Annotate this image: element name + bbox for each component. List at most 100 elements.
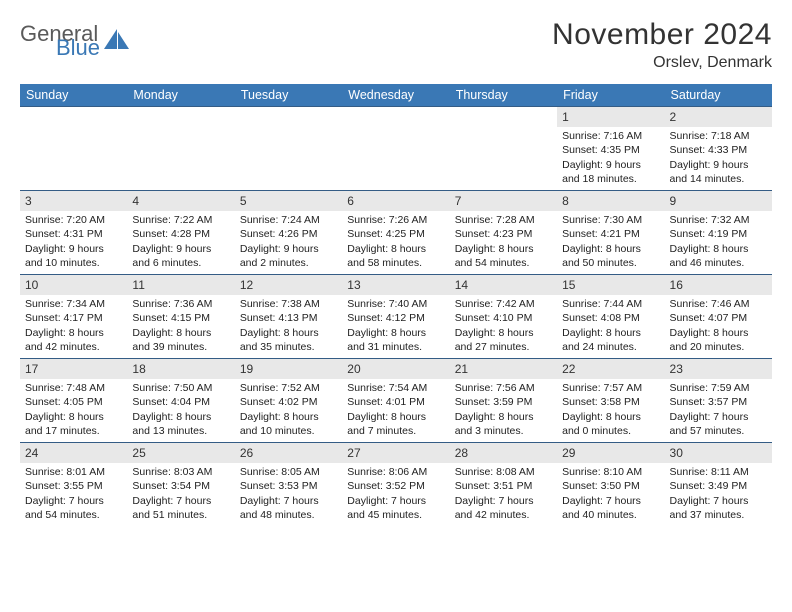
sunset-line: Sunset: 4:21 PM [562, 227, 659, 241]
day-content: Sunrise: 7:34 AMSunset: 4:17 PMDaylight:… [20, 295, 127, 358]
sunrise-line: Sunrise: 7:59 AM [670, 381, 767, 395]
calendar-cell: 12Sunrise: 7:38 AMSunset: 4:13 PMDayligh… [235, 275, 342, 359]
day-content: Sunrise: 8:03 AMSunset: 3:54 PMDaylight:… [127, 463, 234, 526]
sunrise-line: Sunrise: 8:10 AM [562, 465, 659, 479]
calendar-cell: 8Sunrise: 7:30 AMSunset: 4:21 PMDaylight… [557, 191, 664, 275]
sunset-line: Sunset: 4:05 PM [25, 395, 122, 409]
calendar-cell: 27Sunrise: 8:06 AMSunset: 3:52 PMDayligh… [342, 443, 449, 527]
day-number: 17 [20, 359, 127, 379]
daylight-line: Daylight: 7 hours and 42 minutes. [455, 494, 552, 522]
day-number: 11 [127, 275, 234, 295]
daylight-line: Daylight: 8 hours and 10 minutes. [240, 410, 337, 438]
day-content: Sunrise: 8:10 AMSunset: 3:50 PMDaylight:… [557, 463, 664, 526]
day-number: 7 [450, 191, 557, 211]
day-header: Wednesday [342, 84, 449, 107]
calendar-cell [450, 107, 557, 191]
day-number: 29 [557, 443, 664, 463]
calendar-week-row: 24Sunrise: 8:01 AMSunset: 3:55 PMDayligh… [20, 443, 772, 527]
calendar-cell: 15Sunrise: 7:44 AMSunset: 4:08 PMDayligh… [557, 275, 664, 359]
day-content: Sunrise: 7:50 AMSunset: 4:04 PMDaylight:… [127, 379, 234, 442]
daylight-line: Daylight: 9 hours and 10 minutes. [25, 242, 122, 270]
day-number: 25 [127, 443, 234, 463]
sunrise-line: Sunrise: 7:56 AM [455, 381, 552, 395]
daylight-line: Daylight: 8 hours and 42 minutes. [25, 326, 122, 354]
sunrise-line: Sunrise: 7:16 AM [562, 129, 659, 143]
day-content: Sunrise: 7:28 AMSunset: 4:23 PMDaylight:… [450, 211, 557, 274]
daylight-line: Daylight: 8 hours and 31 minutes. [347, 326, 444, 354]
daylight-line: Daylight: 9 hours and 2 minutes. [240, 242, 337, 270]
day-number: 9 [665, 191, 772, 211]
day-number: 24 [20, 443, 127, 463]
sunset-line: Sunset: 4:31 PM [25, 227, 122, 241]
sunrise-line: Sunrise: 7:42 AM [455, 297, 552, 311]
sunrise-line: Sunrise: 8:01 AM [25, 465, 122, 479]
day-header-row: SundayMondayTuesdayWednesdayThursdayFrid… [20, 84, 772, 107]
day-content: Sunrise: 7:52 AMSunset: 4:02 PMDaylight:… [235, 379, 342, 442]
day-content: Sunrise: 7:24 AMSunset: 4:26 PMDaylight:… [235, 211, 342, 274]
calendar-cell: 30Sunrise: 8:11 AMSunset: 3:49 PMDayligh… [665, 443, 772, 527]
daylight-line: Daylight: 8 hours and 39 minutes. [132, 326, 229, 354]
day-content: Sunrise: 7:32 AMSunset: 4:19 PMDaylight:… [665, 211, 772, 274]
calendar-cell [127, 107, 234, 191]
calendar-week-row: 17Sunrise: 7:48 AMSunset: 4:05 PMDayligh… [20, 359, 772, 443]
sunrise-line: Sunrise: 7:34 AM [25, 297, 122, 311]
day-content: Sunrise: 8:05 AMSunset: 3:53 PMDaylight:… [235, 463, 342, 526]
sunset-line: Sunset: 4:07 PM [670, 311, 767, 325]
daylight-line: Daylight: 8 hours and 35 minutes. [240, 326, 337, 354]
day-content: Sunrise: 7:48 AMSunset: 4:05 PMDaylight:… [20, 379, 127, 442]
daylight-line: Daylight: 7 hours and 40 minutes. [562, 494, 659, 522]
sunrise-line: Sunrise: 7:46 AM [670, 297, 767, 311]
calendar-cell: 23Sunrise: 7:59 AMSunset: 3:57 PMDayligh… [665, 359, 772, 443]
calendar-cell: 21Sunrise: 7:56 AMSunset: 3:59 PMDayligh… [450, 359, 557, 443]
calendar-cell: 20Sunrise: 7:54 AMSunset: 4:01 PMDayligh… [342, 359, 449, 443]
sunrise-line: Sunrise: 7:32 AM [670, 213, 767, 227]
sunset-line: Sunset: 3:51 PM [455, 479, 552, 493]
day-number: 5 [235, 191, 342, 211]
day-content: Sunrise: 7:26 AMSunset: 4:25 PMDaylight:… [342, 211, 449, 274]
day-content: Sunrise: 7:44 AMSunset: 4:08 PMDaylight:… [557, 295, 664, 358]
sunrise-line: Sunrise: 7:22 AM [132, 213, 229, 227]
day-number: 22 [557, 359, 664, 379]
daylight-line: Daylight: 8 hours and 20 minutes. [670, 326, 767, 354]
daylight-line: Daylight: 8 hours and 0 minutes. [562, 410, 659, 438]
day-number: 3 [20, 191, 127, 211]
calendar-table: SundayMondayTuesdayWednesdayThursdayFrid… [20, 84, 772, 527]
sunset-line: Sunset: 3:49 PM [670, 479, 767, 493]
daylight-line: Daylight: 9 hours and 18 minutes. [562, 158, 659, 186]
daylight-line: Daylight: 8 hours and 17 minutes. [25, 410, 122, 438]
calendar-cell: 18Sunrise: 7:50 AMSunset: 4:04 PMDayligh… [127, 359, 234, 443]
calendar-week-row: 10Sunrise: 7:34 AMSunset: 4:17 PMDayligh… [20, 275, 772, 359]
title-block: November 2024 Orslev, Denmark [552, 18, 772, 72]
sunrise-line: Sunrise: 7:40 AM [347, 297, 444, 311]
day-number: 26 [235, 443, 342, 463]
sunrise-line: Sunrise: 7:48 AM [25, 381, 122, 395]
day-content: Sunrise: 7:59 AMSunset: 3:57 PMDaylight:… [665, 379, 772, 442]
day-content: Sunrise: 7:16 AMSunset: 4:35 PMDaylight:… [557, 127, 664, 190]
calendar-cell: 16Sunrise: 7:46 AMSunset: 4:07 PMDayligh… [665, 275, 772, 359]
day-content: Sunrise: 7:22 AMSunset: 4:28 PMDaylight:… [127, 211, 234, 274]
day-content: Sunrise: 7:30 AMSunset: 4:21 PMDaylight:… [557, 211, 664, 274]
calendar-cell: 1Sunrise: 7:16 AMSunset: 4:35 PMDaylight… [557, 107, 664, 191]
calendar-cell: 19Sunrise: 7:52 AMSunset: 4:02 PMDayligh… [235, 359, 342, 443]
day-content: Sunrise: 8:06 AMSunset: 3:52 PMDaylight:… [342, 463, 449, 526]
day-number: 1 [557, 107, 664, 127]
calendar-cell: 28Sunrise: 8:08 AMSunset: 3:51 PMDayligh… [450, 443, 557, 527]
calendar-cell: 4Sunrise: 7:22 AMSunset: 4:28 PMDaylight… [127, 191, 234, 275]
calendar-cell: 25Sunrise: 8:03 AMSunset: 3:54 PMDayligh… [127, 443, 234, 527]
day-content: Sunrise: 7:20 AMSunset: 4:31 PMDaylight:… [20, 211, 127, 274]
sunset-line: Sunset: 4:19 PM [670, 227, 767, 241]
sunrise-line: Sunrise: 7:26 AM [347, 213, 444, 227]
daylight-line: Daylight: 8 hours and 24 minutes. [562, 326, 659, 354]
sunset-line: Sunset: 4:33 PM [670, 143, 767, 157]
sunset-line: Sunset: 3:53 PM [240, 479, 337, 493]
sunrise-line: Sunrise: 8:06 AM [347, 465, 444, 479]
sunset-line: Sunset: 4:26 PM [240, 227, 337, 241]
sunrise-line: Sunrise: 8:08 AM [455, 465, 552, 479]
day-header: Sunday [20, 84, 127, 107]
daylight-line: Daylight: 9 hours and 6 minutes. [132, 242, 229, 270]
daylight-line: Daylight: 8 hours and 3 minutes. [455, 410, 552, 438]
day-content: Sunrise: 8:01 AMSunset: 3:55 PMDaylight:… [20, 463, 127, 526]
page-header: General Blue November 2024 Orslev, Denma… [20, 18, 772, 72]
sunset-line: Sunset: 3:50 PM [562, 479, 659, 493]
day-content: Sunrise: 8:11 AMSunset: 3:49 PMDaylight:… [665, 463, 772, 526]
